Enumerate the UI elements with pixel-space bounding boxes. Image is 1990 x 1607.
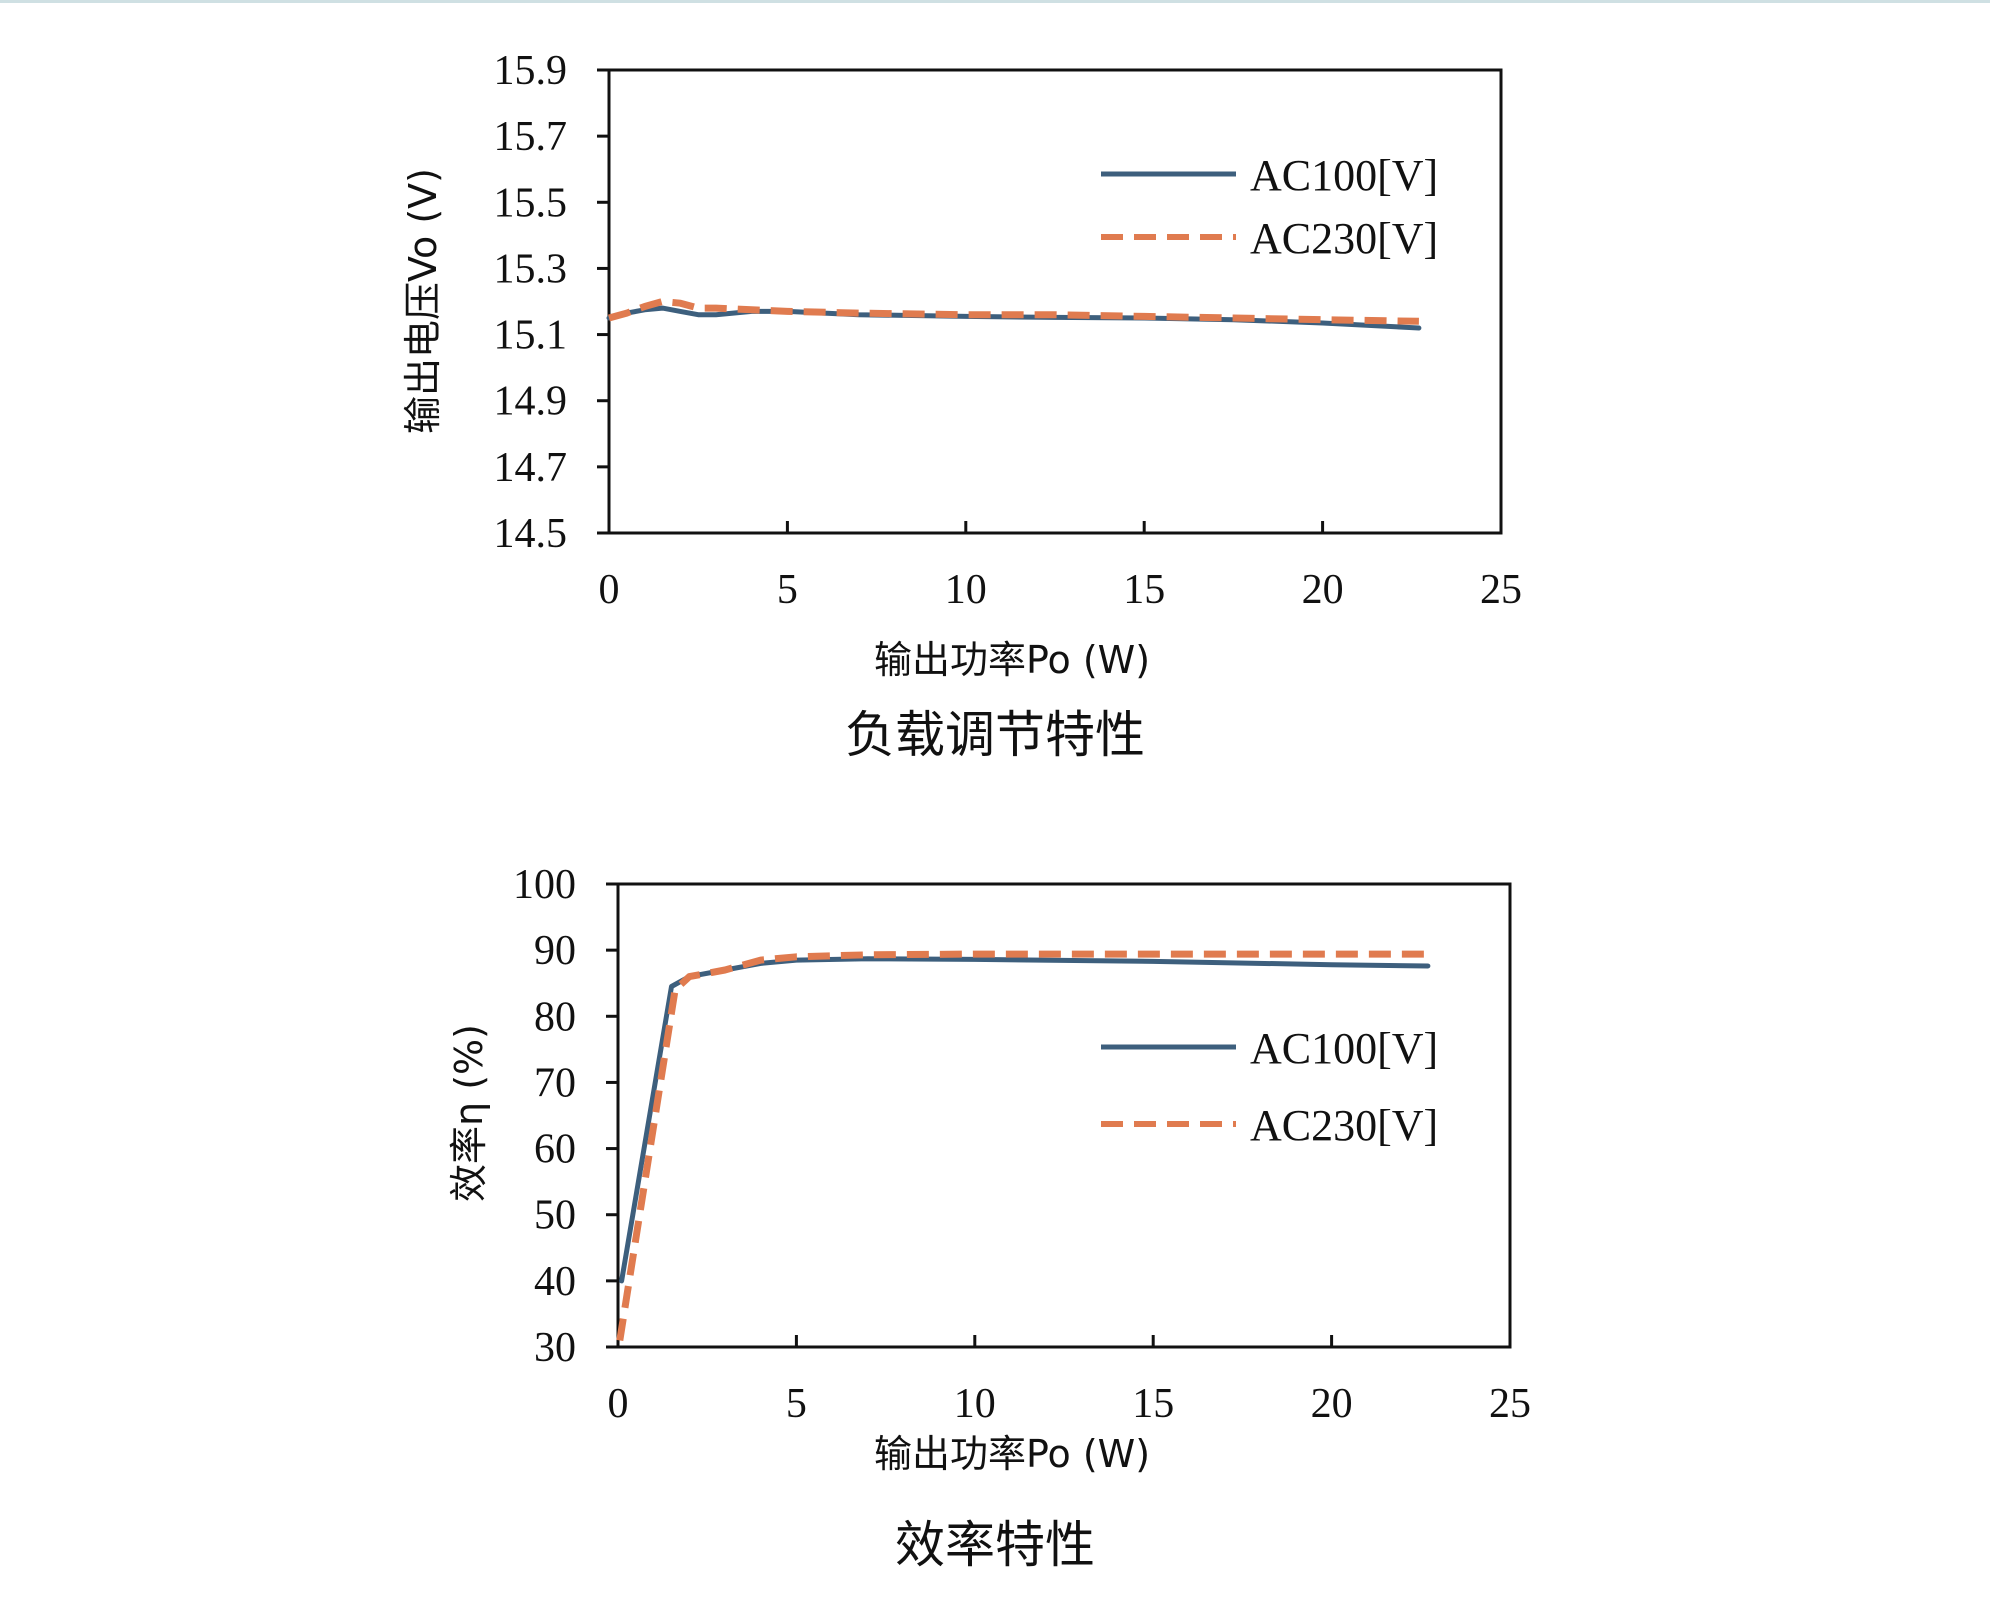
legend-label-ac230: AC230[V]: [1250, 214, 1438, 263]
plot-frame: [616, 882, 1512, 1349]
y-tick-label: 14.5: [494, 511, 568, 557]
plot-frame: [607, 68, 1503, 535]
x-tick-label: 25: [1480, 567, 1522, 613]
y-tick-label: 15.3: [494, 246, 568, 292]
load-regulation-chart: 0 5 10 15 20 25 15.9 15.7 15.5 15.3 15.1 14.9 14.7 14…: [0, 40, 1990, 764]
x-axis-title: 输出功率Po (W): [874, 638, 1150, 682]
series-line-ac100: [606, 305, 1422, 331]
y-tick-label: 100: [513, 862, 576, 908]
load-regulation-plot: 0 5 10 15 20 25 15.9 15.7 15.5 15.3 15.1 14.9 14.7 14…: [401, 48, 1522, 682]
x-tick-label: 10: [945, 567, 987, 613]
x-tick-label: 15: [1132, 1381, 1174, 1427]
y-tick-label: 30: [534, 1325, 576, 1371]
y-tick-label: 90: [534, 928, 576, 974]
y-tick-label: 15.1: [494, 313, 568, 359]
y-tick-label: 50: [534, 1193, 576, 1239]
efficiency-chart: 0 5 10 15 20 25 100 90 80 70 60 50 40 30 输出功率Po (W) 效…: [0, 855, 1990, 1595]
y-tick-label: 14.9: [494, 379, 568, 425]
y-tick-label: 40: [534, 1259, 576, 1305]
legend: AC100[V] AC230[V]: [1101, 151, 1438, 263]
x-tick-label: 5: [777, 567, 798, 613]
x-tick-label: 20: [1302, 567, 1344, 613]
series-line-ac230: [616, 950, 1428, 1341]
efficiency-plot: 0 5 10 15 20 25 100 90 80 70 60 50 40 30 输出功率Po (W) 效…: [447, 862, 1531, 1476]
y-axis-title: 输出电压Vo (V): [401, 168, 445, 434]
series-line-ac230: [608, 298, 1419, 325]
x-tick-label: 5: [786, 1381, 807, 1427]
chart-caption: 负载调节特性: [845, 706, 1145, 764]
x-tick-label: 20: [1311, 1381, 1353, 1427]
x-tick-label: 0: [608, 1381, 629, 1427]
legend: AC100[V] AC230[V]: [1101, 1024, 1438, 1150]
y-tick-label: 14.7: [494, 445, 568, 491]
x-tick-label: 15: [1123, 567, 1165, 613]
y-tick-label: 15.5: [494, 180, 568, 226]
y-axis-title: 效率η (%): [447, 1024, 491, 1202]
y-tick-label: 60: [534, 1127, 576, 1173]
y-tick-label: 80: [534, 994, 576, 1040]
x-tick-label: 0: [599, 567, 620, 613]
top-border: [0, 0, 1990, 3]
legend-label-ac100: AC100[V]: [1250, 151, 1438, 200]
chart-caption: 效率特性: [895, 1516, 1095, 1574]
y-tick-label: 15.7: [494, 114, 568, 160]
x-tick-label: 25: [1489, 1381, 1531, 1427]
legend-label-ac230: AC230[V]: [1250, 1101, 1438, 1150]
y-tick-label: 70: [534, 1060, 576, 1106]
legend-label-ac100: AC100[V]: [1250, 1024, 1438, 1073]
x-axis-title: 输出功率Po (W): [874, 1432, 1150, 1476]
y-tick-label: 15.9: [494, 48, 568, 94]
x-tick-label: 10: [954, 1381, 996, 1427]
